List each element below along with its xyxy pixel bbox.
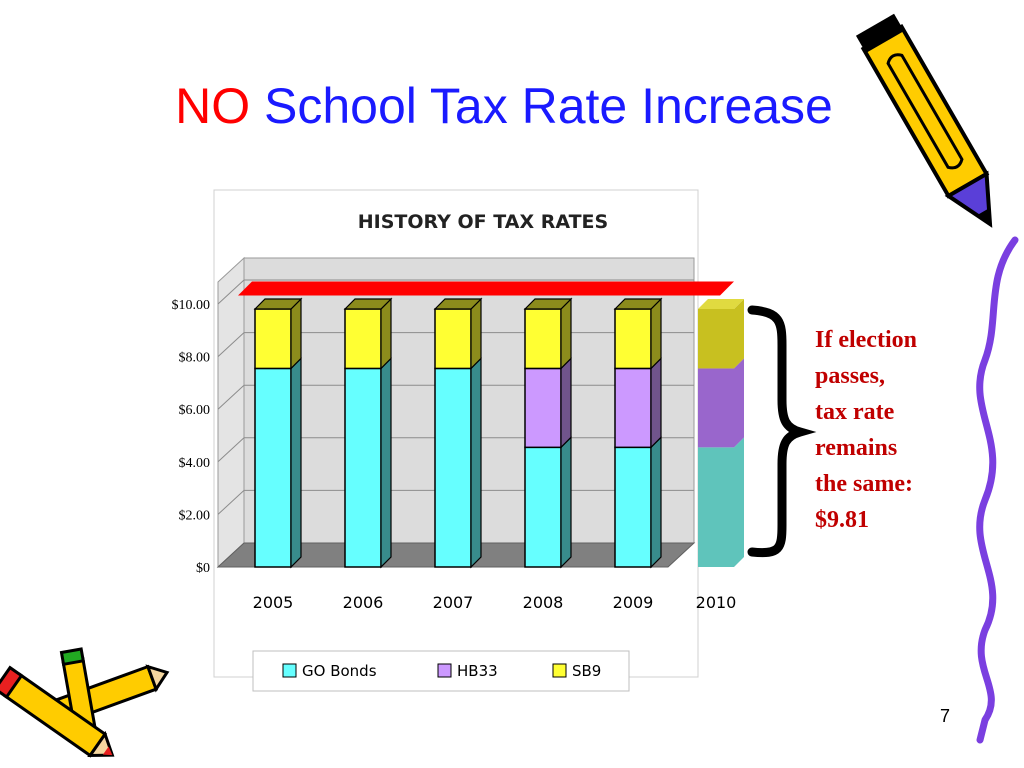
annotation-line: the same: — [815, 471, 913, 497]
bar-side — [380, 297, 392, 370]
bar-segment — [614, 446, 652, 568]
bar-side — [290, 297, 302, 370]
annotation-line: passes, — [815, 363, 886, 389]
bar-side — [650, 356, 662, 449]
legend-swatch — [282, 663, 297, 678]
bar-segment — [524, 367, 562, 449]
bar-segment — [344, 308, 382, 370]
bar-segment — [254, 367, 292, 568]
grid-line — [217, 490, 245, 515]
bar-segment — [254, 308, 292, 370]
y-tick-label: $10.00 — [172, 298, 211, 313]
reference-line — [238, 281, 734, 296]
bar-segment — [614, 308, 652, 370]
y-tick-label: $2.00 — [179, 508, 211, 523]
pencil-icon — [855, 13, 993, 228]
legend-swatch — [552, 663, 567, 678]
legend: GO Bonds HB33 SB9 — [282, 662, 601, 680]
bar-segment — [434, 367, 472, 568]
grid-line — [217, 384, 245, 410]
bar-segment — [524, 308, 562, 370]
curly-brace — [747, 305, 817, 558]
bar-top — [343, 298, 393, 310]
bar-side — [650, 435, 662, 569]
grid-line — [217, 279, 245, 305]
legend-label: GO Bonds — [302, 662, 377, 680]
page-number: 7 — [940, 706, 951, 726]
crayons-icon — [0, 647, 170, 758]
x-tick-label: 2006 — [343, 593, 384, 612]
legend-label: HB33 — [457, 662, 498, 680]
wavy-line — [976, 236, 1019, 744]
bar-side — [560, 297, 572, 370]
slide-title: NO School Tax Rate Increase — [0, 76, 1008, 136]
side-wall — [217, 256, 245, 569]
bar-top — [253, 298, 303, 310]
y-tick-label: $6.00 — [179, 403, 211, 418]
annotation-line: remains — [815, 435, 898, 461]
bar-side — [560, 356, 572, 449]
y-tick-label: $8.00 — [179, 351, 211, 366]
bar-top — [698, 298, 744, 309]
legend-label: SB9 — [572, 662, 601, 680]
x-tick-label: 2005 — [253, 593, 294, 612]
x-tick-label: 2010 — [696, 593, 737, 612]
bar-side — [380, 356, 392, 569]
bar-side — [470, 297, 482, 370]
grid-line — [217, 437, 245, 463]
y-tick-label: $0 — [196, 561, 210, 576]
bar-side — [734, 358, 744, 448]
bar-side — [290, 356, 302, 569]
bar-side — [650, 297, 662, 370]
annotation-line: If election — [815, 327, 917, 353]
legend-swatch — [437, 663, 452, 678]
annotation-line: tax rate — [815, 399, 895, 425]
bar-side — [734, 437, 744, 567]
x-tick-label: 2009 — [613, 593, 654, 612]
bar-segment — [614, 367, 652, 449]
grid-line — [217, 332, 245, 357]
axis-labels: $0 $2.00 $4.00 $6.00 $8.00 $10.00 2005 2006 2007… — [172, 298, 737, 612]
title-rest: School Tax Rate Increase — [264, 78, 833, 134]
bar-segment — [434, 308, 472, 370]
bar-segment — [344, 367, 382, 568]
bar-segment — [698, 447, 734, 567]
bar-side — [560, 435, 572, 569]
x-tick-label: 2008 — [523, 593, 564, 612]
y-tick-label: $4.00 — [179, 456, 211, 471]
bar-top — [523, 298, 573, 310]
bar-segment — [524, 446, 562, 568]
annotation-line: $9.81 — [815, 507, 869, 533]
bar-side — [470, 356, 482, 569]
x-tick-label: 2007 — [433, 593, 474, 612]
bar-top — [433, 298, 483, 310]
bars — [238, 281, 744, 569]
bar-side — [734, 298, 744, 369]
bar-segment — [698, 368, 734, 448]
annotation-text: If election passes, tax rate remains the sam… — [815, 322, 955, 538]
chart-title: HISTORY OF TAX RATES — [358, 211, 608, 233]
title-no: NO — [175, 78, 251, 134]
bar-segment — [698, 308, 734, 369]
bar-top — [613, 298, 663, 310]
